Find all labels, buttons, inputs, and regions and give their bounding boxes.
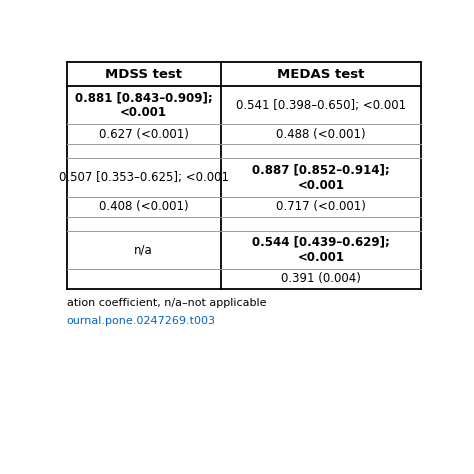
Text: 0.391 (0.004): 0.391 (0.004) <box>281 273 361 285</box>
Text: 0.541 [0.398–0.650]; <0.001: 0.541 [0.398–0.650]; <0.001 <box>236 99 406 112</box>
Text: 0.717 (<0.001): 0.717 (<0.001) <box>276 200 366 213</box>
Text: 0.488 (<0.001): 0.488 (<0.001) <box>276 128 366 141</box>
Text: ation coefficient, n/a–not applicable: ation coefficient, n/a–not applicable <box>66 298 266 308</box>
Text: 0.507 [0.353–0.625]; <0.001: 0.507 [0.353–0.625]; <0.001 <box>59 171 229 184</box>
Text: MDSS test: MDSS test <box>105 68 182 81</box>
Text: MEDAS test: MEDAS test <box>277 68 365 81</box>
Text: 0.544 [0.439–0.629];
<0.001: 0.544 [0.439–0.629]; <0.001 <box>252 236 390 264</box>
Text: n/a: n/a <box>134 243 153 256</box>
Text: 0.408 (<0.001): 0.408 (<0.001) <box>99 200 189 213</box>
Text: 0.881 [0.843–0.909];
<0.001: 0.881 [0.843–0.909]; <0.001 <box>75 91 213 119</box>
Text: 0.887 [0.852–0.914];
<0.001: 0.887 [0.852–0.914]; <0.001 <box>252 164 390 191</box>
Text: 0.627 (<0.001): 0.627 (<0.001) <box>99 128 189 141</box>
Text: ournal.pone.0247269.t003: ournal.pone.0247269.t003 <box>66 316 216 327</box>
